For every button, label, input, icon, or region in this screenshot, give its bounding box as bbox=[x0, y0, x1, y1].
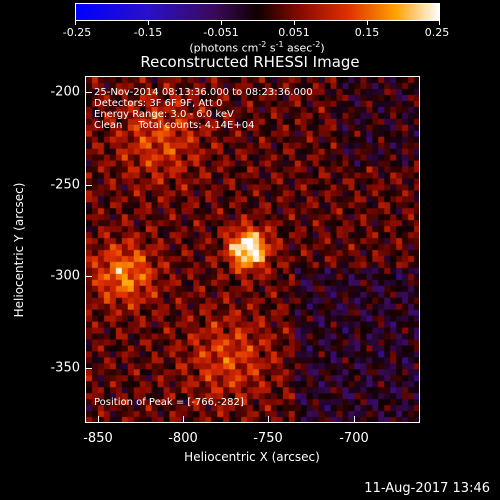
x-tick-label: -850 bbox=[83, 431, 113, 446]
colorbar-gradient bbox=[76, 4, 439, 20]
y-tick-mark bbox=[85, 276, 92, 277]
colorbar-tick bbox=[367, 21, 368, 25]
colorbar-tick bbox=[221, 21, 222, 25]
info-detectors: Detectors: 3F 6F 9F, Att 0 bbox=[94, 98, 223, 109]
y-tick-mark bbox=[85, 185, 92, 186]
colorbar-tick bbox=[439, 21, 440, 25]
plot-timestamp: 11-Aug-2017 13:46 bbox=[364, 481, 490, 496]
y-tick-label: -200 bbox=[50, 84, 80, 100]
x-tick-label: -700 bbox=[339, 431, 369, 446]
colorbar-tick-label: 0.25 bbox=[424, 26, 450, 39]
colorbar-tick bbox=[294, 21, 295, 25]
y-tick-label: -350 bbox=[50, 360, 80, 376]
x-tick-mark bbox=[183, 416, 184, 423]
y-tick-label: -300 bbox=[50, 268, 80, 284]
rhessi-image-map bbox=[86, 77, 419, 422]
y-axis-label: Heliocentric Y (arcsec) bbox=[12, 182, 26, 318]
info-clean-counts: Clean Total counts: 4.14E+04 bbox=[94, 120, 255, 131]
colorbar-tick-label: 0.051 bbox=[278, 26, 310, 39]
colorbar-tick-label: -0.15 bbox=[133, 26, 163, 39]
colorbar-tick-label: -0.051 bbox=[203, 26, 239, 39]
colorbar-tick bbox=[148, 21, 149, 25]
colorbar-tick bbox=[75, 21, 76, 25]
x-tick-mark bbox=[268, 416, 269, 423]
colorbar bbox=[75, 3, 440, 21]
x-tick-label: -800 bbox=[168, 431, 198, 446]
plot-title: Reconstructed RHESSI Image bbox=[140, 53, 360, 71]
y-tick-mark bbox=[85, 92, 92, 93]
x-tick-mark bbox=[354, 416, 355, 423]
y-tick-mark bbox=[85, 368, 92, 369]
peak-position-label: Position of Peak = [-766,-282] bbox=[94, 397, 244, 408]
colorbar-tick-label: 0.15 bbox=[354, 26, 380, 39]
colorbar-tick-label: -0.25 bbox=[62, 26, 92, 39]
colorbar-units: (photons cm-2 s-1 asec-2) bbox=[189, 40, 325, 55]
info-energy-range: Energy Range: 3.0 - 6.0 keV bbox=[94, 109, 234, 120]
info-time-range: 25-Nov-2014 08:13:36.000 to 08:23:36.000 bbox=[94, 87, 313, 98]
x-tick-mark bbox=[98, 416, 99, 423]
image-plot-area: 25-Nov-2014 08:13:36.000 to 08:23:36.000… bbox=[85, 76, 420, 423]
x-tick-label: -750 bbox=[253, 431, 283, 446]
x-axis-label: Heliocentric X (arcsec) bbox=[184, 450, 320, 464]
y-tick-label: -250 bbox=[50, 177, 80, 193]
